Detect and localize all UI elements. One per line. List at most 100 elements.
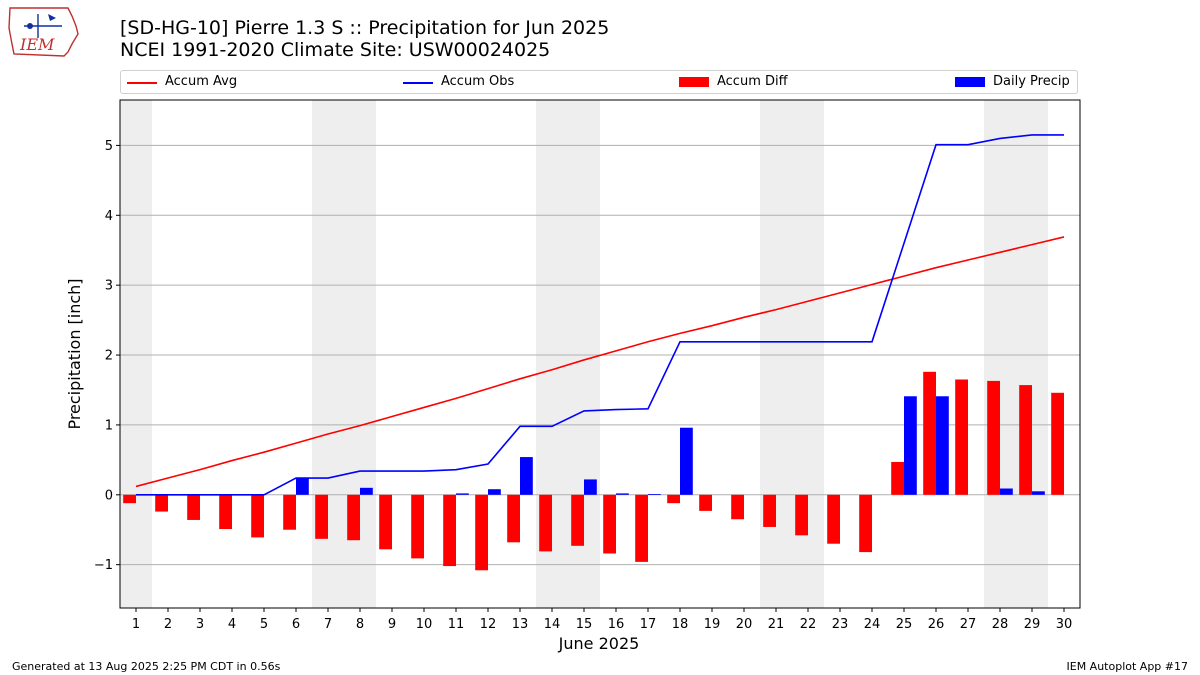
logo-text: IEM (19, 35, 55, 54)
y-tick-label: 0 (105, 488, 113, 503)
bar-accum-diff (955, 379, 968, 495)
bar-accum-diff (251, 494, 264, 538)
x-tick-label: 20 (736, 617, 753, 632)
bar-accum-diff (1019, 385, 1032, 495)
x-tick-label: 19 (704, 617, 721, 632)
bar-accum-diff (539, 494, 552, 552)
bar-accum-diff (379, 494, 392, 550)
y-tick-label: 2 (105, 349, 113, 364)
legend-swatch (955, 77, 985, 87)
x-tick-label: 13 (512, 617, 529, 632)
x-tick-label: 26 (928, 617, 945, 632)
plot-frame (119, 99, 1081, 609)
bar-accum-diff (795, 494, 808, 536)
legend-label: Accum Obs (441, 74, 515, 89)
line-accum-obs (136, 134, 1064, 496)
bar-accum-diff (827, 494, 840, 544)
x-tick-label: 29 (1024, 617, 1041, 632)
x-tick-label: 6 (292, 617, 300, 632)
x-axis-label: June 2025 (558, 634, 640, 653)
x-tick-label: 28 (992, 617, 1009, 632)
bar-accum-diff (475, 494, 488, 571)
bar-daily-precip (616, 493, 629, 495)
bar-accum-diff (507, 494, 520, 543)
x-tick-label: 4 (228, 617, 236, 632)
bar-accum-diff (1051, 392, 1064, 495)
bar-accum-diff (731, 494, 744, 520)
y-tick-label: 1 (105, 418, 113, 433)
x-tick-label: 3 (196, 617, 204, 632)
bar-daily-precip (648, 494, 661, 495)
bar-accum-diff (411, 494, 424, 559)
chart-title: [SD-HG-10] Pierre 1.3 S :: Precipitation… (120, 17, 610, 39)
y-tick-label: 3 (105, 279, 113, 294)
bar-daily-precip (936, 396, 949, 495)
bar-daily-precip (456, 493, 469, 495)
bar-daily-precip (680, 427, 693, 495)
chart-subtitle: NCEI 1991-2020 Climate Site: USW00024025 (120, 39, 551, 61)
x-tick-label: 16 (608, 617, 625, 632)
y-axis-label: Precipitation [inch] (65, 278, 84, 429)
bar-daily-precip (1000, 488, 1013, 495)
bar-daily-precip (1032, 491, 1045, 495)
bar-accum-diff (187, 494, 200, 520)
weekend-shade (760, 100, 824, 608)
bar-daily-precip (520, 457, 533, 495)
bar-accum-diff (219, 494, 232, 530)
y-tick-label: 5 (105, 139, 113, 154)
bar-daily-precip (584, 479, 597, 495)
bar-daily-precip (488, 489, 501, 495)
bar-accum-diff (987, 380, 1000, 495)
legend-label: Accum Diff (717, 74, 788, 89)
x-tick-label: 22 (800, 617, 817, 632)
weekend-shade (120, 100, 152, 608)
x-tick-label: 27 (960, 617, 977, 632)
bar-accum-diff (667, 494, 680, 504)
y-tick-label: 4 (105, 209, 113, 224)
x-tick-label: 15 (576, 617, 593, 632)
x-tick-label: 7 (324, 617, 332, 632)
line-accum-avg (135, 236, 1065, 488)
bar-accum-diff (123, 494, 136, 504)
bar-accum-diff (347, 494, 360, 541)
bar-accum-diff (603, 494, 616, 554)
bar-accum-diff (699, 494, 712, 511)
bar-accum-diff (763, 494, 776, 527)
bar-daily-precip (904, 396, 917, 495)
x-tick-label: 30 (1056, 617, 1073, 632)
bar-accum-diff (571, 494, 584, 546)
y-tick-label: −1 (94, 558, 113, 573)
x-tick-label: 23 (832, 617, 849, 632)
app-credit: IEM Autoplot App #17 (1066, 660, 1189, 673)
weekend-shade (984, 100, 1048, 608)
x-tick-label: 11 (448, 617, 465, 632)
bar-accum-diff (443, 494, 456, 567)
x-tick-label: 10 (416, 617, 433, 632)
bar-accum-diff (635, 494, 648, 562)
x-tick-label: 24 (864, 617, 881, 632)
bar-accum-diff (283, 494, 296, 530)
x-tick-label: 18 (672, 617, 689, 632)
generated-timestamp: Generated at 13 Aug 2025 2:25 PM CDT in … (12, 660, 281, 673)
x-tick-label: 25 (896, 617, 913, 632)
x-tick-label: 1 (132, 617, 140, 632)
x-tick-label: 2 (164, 617, 172, 632)
bar-accum-diff (859, 494, 872, 553)
legend-label: Accum Avg (165, 74, 238, 89)
x-tick-label: 5 (260, 617, 268, 632)
legend-swatch (403, 82, 433, 84)
bar-daily-precip (296, 478, 309, 495)
iem-logo: IEM (6, 4, 82, 60)
bar-daily-precip (360, 487, 373, 495)
legend: Accum Avg Accum Obs Accum Diff Daily Pre… (120, 70, 1078, 94)
x-tick-label: 17 (640, 617, 657, 632)
x-tick-label: 12 (480, 617, 497, 632)
bar-accum-diff (891, 461, 904, 495)
x-tick-label: 9 (388, 617, 396, 632)
legend-label: Daily Precip (993, 74, 1070, 89)
bar-accum-diff (155, 494, 168, 512)
bar-accum-diff (315, 494, 328, 539)
x-tick-label: 14 (544, 617, 561, 632)
legend-swatch (127, 82, 157, 84)
